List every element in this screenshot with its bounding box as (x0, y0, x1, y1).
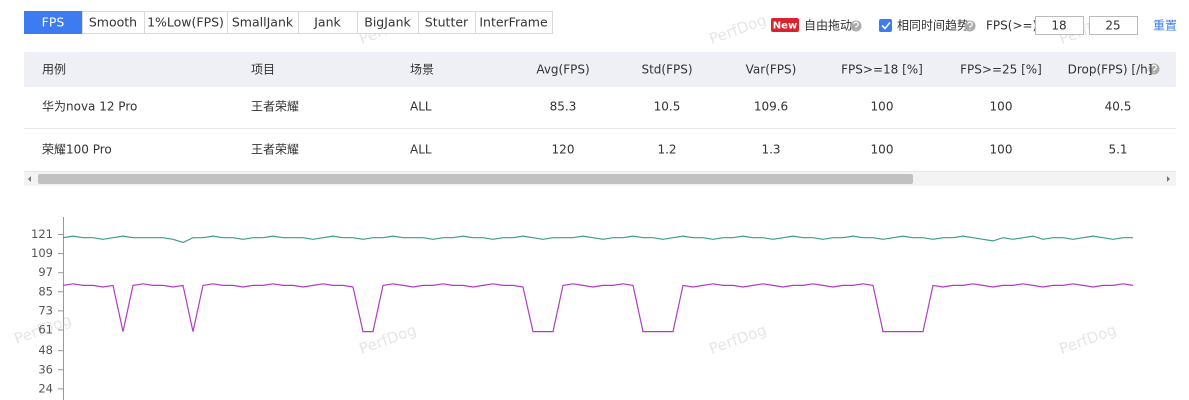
y-tick-label: 24 (38, 381, 53, 395)
column-header: Avg(FPS) (536, 63, 589, 77)
help-glyph (853, 21, 859, 30)
tab-label: SmallJank (232, 15, 294, 30)
reset-link[interactable]: 重置 (1153, 19, 1177, 33)
column-header: 用例 (42, 63, 66, 77)
column-header: FPS>=18 [%] (841, 63, 923, 77)
table-cell: 120 (552, 143, 575, 157)
new-badge: New (773, 21, 797, 32)
table-cell: 109.6 (754, 100, 788, 114)
y-tick-label: 73 (38, 303, 53, 317)
table-cell: 1.3 (761, 143, 780, 157)
line-series (62, 283, 1134, 333)
table-cell: 1.2 (657, 143, 676, 157)
watermark: PerfDog (357, 321, 419, 358)
tab-label: Jank (313, 15, 341, 30)
watermark: PerfDog (707, 321, 769, 358)
table-cell: 10.5 (654, 100, 681, 114)
tab[interactable] (475, 11, 553, 34)
table-cell: 85.3 (550, 100, 577, 114)
help-glyph (967, 21, 973, 30)
table-cell: 40.5 (1105, 100, 1132, 114)
y-tick-label: 109 (31, 246, 53, 260)
new-badge-bg (771, 18, 799, 32)
table-cell: 100 (871, 100, 894, 114)
watermark: PerfDog (1057, 321, 1119, 358)
column-header: Std(FPS) (641, 63, 692, 77)
scrollbar-thumb[interactable] (38, 174, 913, 184)
column-header: FPS>=25 [%] (960, 63, 1042, 77)
table-cell: 王者荣耀 (251, 100, 299, 114)
input[interactable] (1035, 16, 1084, 35)
line-series (62, 235, 1133, 244)
check-mark (881, 21, 891, 30)
input[interactable] (1089, 16, 1138, 35)
table-cell: 5.1 (1108, 143, 1127, 157)
y-tick-label: 48 (38, 343, 53, 357)
same-time-trend-label[interactable]: 相同时间趋势 (897, 19, 969, 33)
column-header: 场景 (410, 63, 434, 77)
tab-label: 1%Low(FPS) (147, 15, 224, 30)
table-cell: 王者荣耀 (251, 143, 299, 157)
table-header-bg (24, 52, 1176, 87)
table-cell: ALL (410, 143, 432, 157)
tab-label: InterFrame (479, 15, 548, 30)
table-cell: 华为nova 12 Pro (42, 100, 137, 114)
column-header: Drop(FPS) [/h] (1068, 63, 1153, 77)
help-glyph (1151, 64, 1157, 73)
table-cell: 100 (871, 143, 894, 157)
input-value: 18 (1051, 19, 1066, 33)
y-tick-label: 36 (38, 362, 53, 376)
fps-threshold-label: FPS(>=) (986, 19, 1037, 33)
y-tick-label: 61 (38, 322, 53, 336)
checkbox[interactable] (879, 19, 892, 32)
tab-label: BigJank (364, 15, 411, 30)
column-header: Var(FPS) (746, 63, 797, 77)
tab-label: Stutter (425, 15, 469, 30)
watermark: PerfDog (707, 11, 769, 48)
tab-label: Smooth (89, 15, 137, 30)
tab-label: FPS (42, 15, 65, 30)
table-cell: ALL (410, 100, 432, 114)
table-cell: 100 (990, 143, 1013, 157)
free-drag-label[interactable]: 自由拖动 (804, 19, 852, 33)
y-tick-label: 85 (38, 284, 53, 298)
table-cell: 荣耀100 Pro (42, 143, 112, 157)
table-cell: 100 (990, 100, 1013, 114)
y-tick-label: 97 (38, 265, 53, 279)
input-value: 25 (1105, 19, 1120, 33)
y-tick-label: 121 (31, 227, 53, 241)
column-header: 项目 (251, 63, 275, 77)
